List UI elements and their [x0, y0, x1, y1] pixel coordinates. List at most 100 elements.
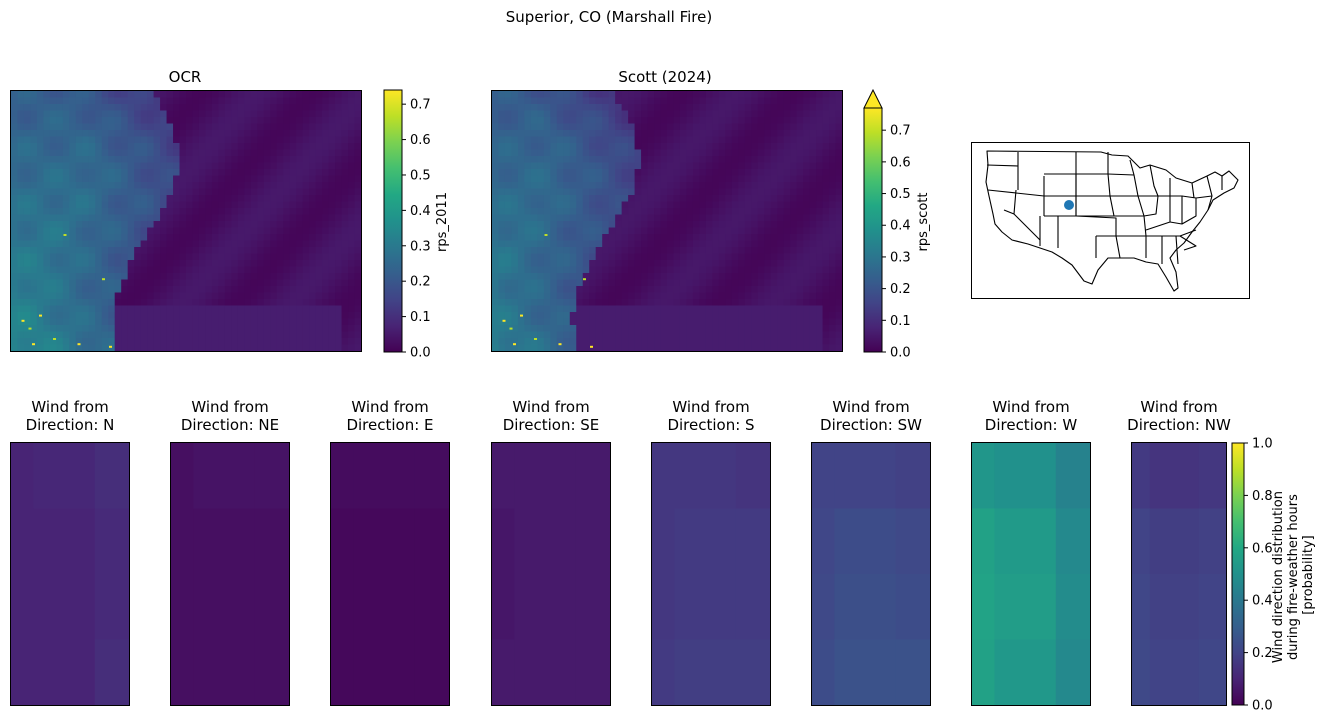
colorbar-tick-label: 0.6: [1252, 541, 1273, 556]
wind-cell: [735, 639, 771, 706]
colorbar-tick-label: 0.2: [410, 275, 431, 290]
us-locator-map: [971, 142, 1250, 299]
wind-cell: [492, 574, 515, 640]
figure-suptitle: Superior, CO (Marshall Fire): [506, 8, 712, 26]
wind-cell: [514, 443, 577, 509]
wind-cell: [171, 574, 194, 640]
wind-cell: [735, 443, 771, 509]
scott-colorbar: 0.0 0.1 0.2 0.3 0.4 0.5 0.6 0.7: [863, 88, 911, 361]
wind-cell: [834, 443, 897, 509]
wind-cell: [193, 574, 256, 640]
wind-cell: [812, 639, 835, 706]
wind-cell: [254, 508, 290, 575]
colorbar-tick-label: 0.7: [410, 98, 431, 113]
wind-cell: [994, 508, 1057, 575]
wind-colorbar-label: Wind direction distribution during fire-…: [1271, 487, 1316, 663]
wind-cell: [1198, 574, 1227, 640]
wind-cell: [94, 574, 130, 640]
scott-title: Scott (2024): [618, 68, 711, 86]
ocr-colorbar-label: rps_2011: [435, 192, 450, 252]
wind-cell: [674, 574, 737, 640]
wind-cell: [834, 508, 897, 575]
wind-cell: [575, 443, 611, 509]
wind-cell: [193, 639, 256, 706]
colorbar-tick-label: 0.5: [410, 168, 431, 183]
wind-cell: [674, 639, 737, 706]
wind-cell: [812, 574, 835, 640]
wind-cell: [1055, 574, 1091, 640]
wind-cell: [171, 443, 194, 509]
wind-cell: [11, 443, 34, 509]
wind-cell: [834, 574, 897, 640]
wind-cell: [575, 508, 611, 575]
wind-panel-sw: Wind from Direction: SW: [811, 398, 931, 706]
wind-cell: [674, 443, 737, 509]
wind-cell: [171, 508, 194, 575]
colorbar-tick-label: 1.0: [1252, 437, 1273, 452]
wind-cell: [414, 508, 450, 575]
colorbar-tick-label: 0.2: [1252, 646, 1273, 661]
wind-cell: [994, 574, 1057, 640]
wind-cell: [331, 639, 354, 706]
wind-cell: [414, 639, 450, 706]
wind-cell: [652, 639, 675, 706]
wind-panel-se: Wind from Direction: SE: [491, 398, 611, 706]
wind-cell: [972, 443, 995, 509]
wind-cell: [254, 443, 290, 509]
wind-panel-nw: Wind from Direction: NW: [1127, 398, 1231, 706]
wind-cell: [1198, 639, 1227, 706]
wind-cell: [331, 443, 354, 509]
wind-cell: [353, 508, 416, 575]
wind-panel-title: Wind from Direction: SW: [820, 398, 922, 434]
wind-cell: [1149, 508, 1200, 575]
wind-cell: [1149, 639, 1200, 706]
wind-panel-title: Wind from Direction: W: [985, 398, 1078, 434]
location-marker: [1064, 200, 1074, 210]
wind-panel-e: Wind from Direction: E: [330, 398, 450, 706]
wind-cell: [514, 639, 577, 706]
wind-cell: [1132, 443, 1151, 509]
colorbar-tick-label: 0.6: [890, 155, 911, 170]
colorbar-tick-label: 0.0: [890, 346, 911, 361]
wind-cell: [1198, 508, 1227, 575]
wind-panel-title: Wind from Direction: SE: [503, 398, 600, 434]
wind-cell: [94, 639, 130, 706]
wind-cell: [1198, 443, 1227, 509]
wind-cell: [1132, 574, 1151, 640]
wind-cell: [735, 574, 771, 640]
wind-cell: [895, 639, 931, 706]
wind-cell: [1055, 639, 1091, 706]
ocr-risk-map: [11, 91, 362, 352]
wind-cell: [171, 639, 194, 706]
wind-cell: [11, 508, 34, 575]
scott-risk-map: [492, 91, 843, 352]
wind-cell: [1149, 574, 1200, 640]
wind-panel-s: Wind from Direction: S: [651, 398, 771, 706]
wind-cell: [575, 574, 611, 640]
wind-cell: [895, 508, 931, 575]
wind-cell: [895, 574, 931, 640]
wind-cell: [514, 508, 577, 575]
wind-cell: [652, 443, 675, 509]
wind-cell: [331, 508, 354, 575]
colorbar-tick-label: 0.6: [410, 133, 431, 148]
wind-cell: [414, 443, 450, 509]
wind-cell: [33, 574, 96, 640]
wind-cell: [1132, 639, 1151, 706]
wind-cell: [11, 574, 34, 640]
colorbar-tick-label: 0.7: [890, 124, 911, 139]
wind-cell: [994, 443, 1057, 509]
wind-cell: [895, 443, 931, 509]
colorbar-tick-label: 0.1: [890, 314, 911, 329]
ocr-title: OCR: [169, 68, 202, 86]
wind-cell: [972, 508, 995, 575]
scott-colorbar-label: rps_scott: [916, 193, 931, 252]
wind-cell: [652, 508, 675, 575]
colorbar-tick-label: 0.3: [890, 250, 911, 265]
wind-cell: [652, 574, 675, 640]
wind-cell: [514, 574, 577, 640]
wind-cell: [33, 443, 96, 509]
wind-cell: [11, 639, 34, 706]
wind-cell: [353, 639, 416, 706]
